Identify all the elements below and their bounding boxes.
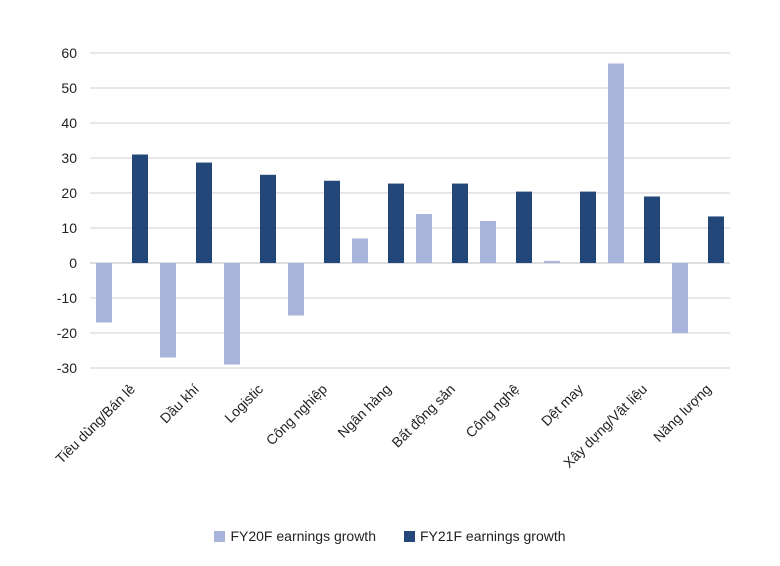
legend-swatch-fy21 (404, 530, 415, 542)
x-category-label: Ngân hàng (334, 381, 394, 441)
y-tick-label: 10 (61, 220, 77, 236)
y-tick-label: -30 (57, 360, 77, 376)
legend-swatch-fy20 (214, 530, 226, 542)
bar-fy21-3 (324, 180, 340, 263)
x-category-label: Dệt may (538, 381, 586, 429)
bar-fy20-8 (608, 63, 624, 263)
x-category-label: Bất động sản (388, 381, 458, 451)
gridlines (90, 52, 730, 369)
y-tick-label: -20 (57, 325, 77, 341)
y-tick-label: 40 (61, 115, 77, 131)
bar-fy20-0 (96, 263, 112, 323)
bar-fy20-2 (224, 263, 240, 365)
bar-fy21-8 (644, 196, 660, 263)
x-category-label: Công nghiệp (263, 381, 331, 449)
y-tick-label: -10 (57, 290, 77, 306)
bar-fy21-9 (708, 216, 724, 263)
legend-label-fy21: FY21F earnings growth (420, 528, 566, 544)
x-category-label: Logistic (221, 381, 266, 426)
x-category-label: Dầu khí (157, 381, 203, 427)
y-axis-tick-labels: -30 -20 -10 0 10 20 30 40 50 60 (57, 45, 77, 376)
x-category-label: Năng lượng (650, 381, 714, 445)
bar-fy20-1 (160, 263, 176, 358)
bar-fy20-7 (544, 260, 560, 263)
bar-fy21-0 (132, 154, 148, 263)
bar-fy20-4 (352, 238, 368, 263)
legend-item-fy21: FY21F earnings growth (404, 528, 566, 544)
bar-chart: -30 -20 -10 0 10 20 30 40 50 60 Tiêu dùng/Bán lẻ D… (52, 45, 730, 471)
y-tick-label: 20 (61, 185, 77, 201)
bar-fy21-7 (580, 191, 596, 263)
bar-fy21-4 (388, 183, 404, 263)
bar-fy20-9 (672, 263, 688, 333)
x-category-label: Công nghệ (462, 381, 522, 441)
bar-fy20-6 (480, 221, 496, 263)
legend: FY20F earnings growth FY21F earnings gro… (0, 528, 780, 544)
bar-fy20-5 (416, 214, 432, 263)
bar-fy21-5 (452, 183, 468, 263)
legend-label-fy20: FY20F earnings growth (230, 528, 376, 544)
x-category-label: Tiêu dùng/Bán lẻ (52, 381, 138, 467)
y-tick-label: 30 (61, 150, 77, 166)
legend-item-fy20: FY20F earnings growth (214, 528, 376, 544)
bar-fy21-2 (260, 174, 276, 263)
bar-fy20-3 (288, 263, 304, 316)
y-tick-label: 60 (61, 45, 77, 61)
bars (96, 63, 724, 365)
bar-fy21-1 (196, 162, 212, 263)
y-tick-label: 50 (61, 80, 77, 96)
y-tick-label: 0 (69, 255, 77, 271)
bar-fy21-6 (516, 191, 532, 263)
